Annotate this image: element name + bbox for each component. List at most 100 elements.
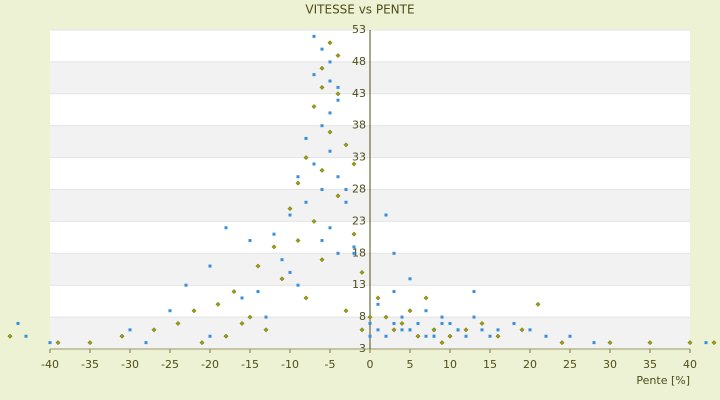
point: [199, 340, 205, 346]
x-tick-label: -10: [281, 358, 299, 371]
point: [687, 340, 693, 346]
point: [559, 340, 565, 346]
x-tick-label: 20: [523, 358, 537, 371]
point: [448, 321, 452, 325]
point: [208, 264, 212, 268]
point: [431, 327, 437, 333]
point: [368, 321, 372, 325]
y-tick-label: 38: [352, 119, 366, 132]
x-tick-label: 10: [443, 358, 457, 371]
point: [352, 245, 356, 249]
point: [440, 321, 444, 325]
point: [255, 263, 261, 269]
x-tick-label: -25: [161, 358, 179, 371]
point: [512, 321, 516, 325]
y-tick-label: 8: [359, 310, 366, 323]
point: [351, 231, 357, 237]
point: [304, 136, 308, 140]
point: [336, 175, 340, 179]
y-tick-label: 28: [352, 183, 366, 196]
point: [264, 315, 268, 319]
point: [463, 327, 469, 333]
point: [208, 334, 212, 338]
point: [464, 334, 468, 338]
point: [352, 251, 356, 255]
point: [247, 314, 253, 320]
point: [376, 328, 380, 332]
point: [544, 334, 548, 338]
point: [424, 334, 428, 338]
point: [263, 327, 269, 333]
point: [271, 244, 277, 250]
x-axis-label: Pente [%]: [636, 374, 690, 387]
x-tick-label: -35: [81, 358, 99, 371]
point: [320, 188, 324, 191]
chart-title: VITESSE vs PENTE: [305, 3, 414, 17]
point: [408, 277, 412, 281]
point: [359, 269, 365, 275]
point: [191, 308, 197, 314]
point: [472, 290, 476, 294]
point: [392, 251, 396, 255]
point: [407, 308, 413, 314]
point: [423, 295, 429, 301]
point: [319, 167, 325, 173]
point: [312, 73, 316, 77]
point: [384, 213, 388, 217]
point: [87, 340, 93, 346]
point: [479, 320, 485, 326]
point: [328, 79, 332, 83]
point: [568, 334, 572, 338]
point: [376, 302, 380, 306]
point: [647, 340, 653, 346]
point: [400, 315, 404, 319]
point: [296, 283, 300, 287]
y-tick-label: 48: [352, 55, 366, 68]
point: [344, 200, 348, 204]
point: [144, 341, 148, 345]
point: [335, 53, 341, 59]
point: [344, 188, 348, 191]
point: [480, 328, 484, 332]
point: [304, 200, 308, 204]
point: [311, 104, 317, 110]
x-tick-label: -20: [201, 358, 219, 371]
point: [416, 321, 420, 325]
x-tick-label: 5: [407, 358, 414, 371]
point: [224, 226, 228, 230]
point: [359, 327, 365, 333]
point: [55, 340, 61, 346]
point: [288, 213, 292, 217]
point: [319, 257, 325, 263]
point: [248, 239, 252, 243]
point: [343, 308, 349, 314]
point: [368, 334, 372, 338]
point: [704, 341, 708, 345]
point: [335, 91, 341, 97]
point: [336, 251, 340, 255]
point: [24, 334, 28, 338]
point: [391, 327, 397, 333]
point: [231, 289, 237, 295]
point: [295, 238, 301, 244]
point: [335, 193, 341, 199]
point: [607, 340, 613, 346]
point: [424, 309, 428, 313]
x-tick-label: 35: [643, 358, 657, 371]
point: [319, 65, 325, 71]
point: [519, 327, 525, 333]
y-tick-label: 33: [352, 151, 366, 164]
point: [472, 315, 476, 319]
point: [128, 328, 132, 332]
point: [288, 270, 292, 274]
x-tick-label: -15: [241, 358, 259, 371]
point: [711, 340, 717, 346]
x-tick-label: 40: [683, 358, 697, 371]
point: [592, 341, 596, 345]
y-tick-label: 23: [352, 214, 366, 227]
point: [279, 276, 285, 282]
y-tick-label: 43: [352, 87, 366, 100]
x-tick-label: -30: [121, 358, 139, 371]
